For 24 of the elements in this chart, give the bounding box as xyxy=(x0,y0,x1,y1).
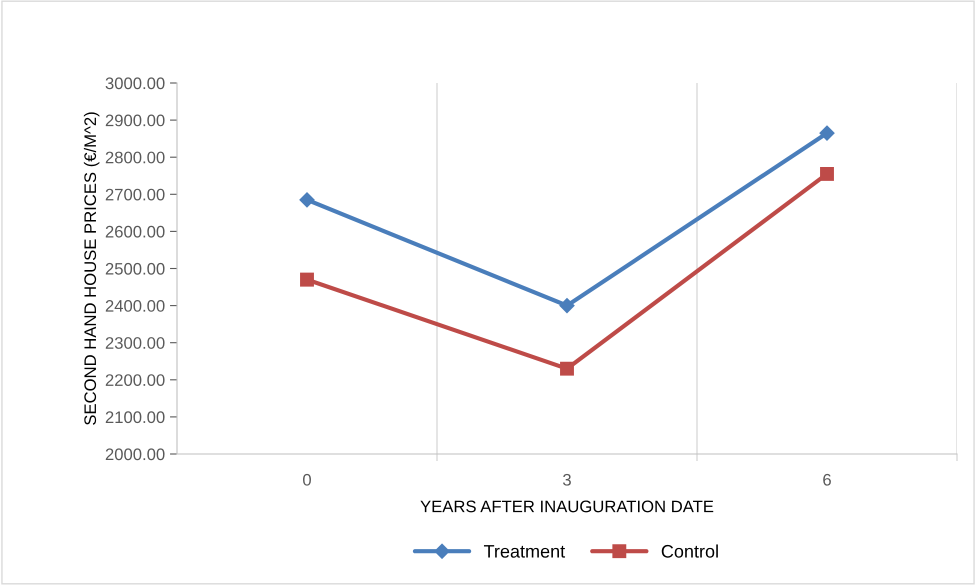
y-tick-label: 2100.00 xyxy=(106,411,165,424)
y-tick-label: 2300.00 xyxy=(106,337,165,349)
legend-label: Control xyxy=(662,544,718,558)
x-tick-label: 0 xyxy=(303,474,311,486)
y-tick-label: 2800.00 xyxy=(106,152,165,164)
point xyxy=(299,192,315,208)
point xyxy=(819,126,835,141)
x-axis-title: YEARS AFTER INAUGURATION DATE xyxy=(420,500,714,512)
y-axis-title: SECOND HAND HOUSE PRICES (€/M^2) xyxy=(84,112,100,425)
legend-label: Treatment xyxy=(484,545,566,558)
y-tick-label: 2400.00 xyxy=(106,300,165,312)
point xyxy=(300,272,314,287)
point xyxy=(560,362,574,376)
y-tick-label: 2900.00 xyxy=(106,114,165,126)
y-tick-label: 2500.00 xyxy=(106,262,165,275)
y-tick-label: 2700.00 xyxy=(106,188,165,201)
x-tick-label: 3 xyxy=(563,474,571,486)
y-tick-label: 3000.00 xyxy=(106,77,165,90)
y-tick-label: 2000.00 xyxy=(106,448,165,460)
point xyxy=(820,166,834,181)
point xyxy=(559,298,575,314)
x-tick-label: 6 xyxy=(823,474,831,486)
y-tick-label: 2200.00 xyxy=(106,374,165,386)
y-tick-label: 2600.00 xyxy=(106,226,165,238)
